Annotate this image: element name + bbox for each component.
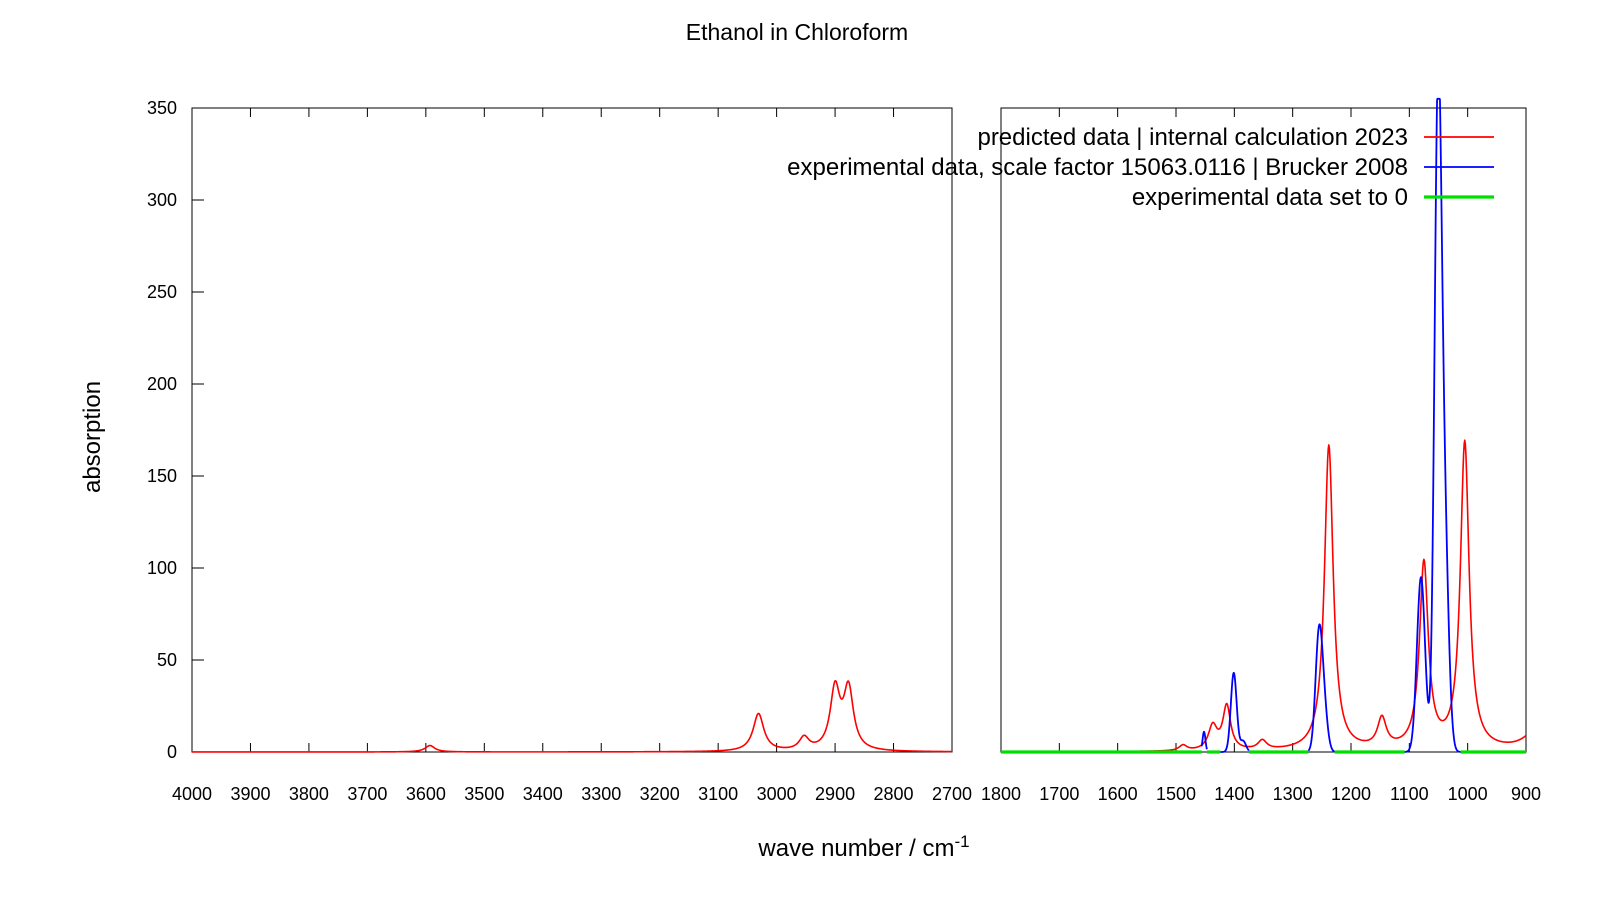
x-tick-label: 1400 [1214, 784, 1254, 804]
x-tick-label: 1600 [1098, 784, 1138, 804]
y-axis-label: absorption [79, 381, 106, 493]
x-tick-label: 900 [1511, 784, 1541, 804]
series-experimental-line [1307, 623, 1336, 753]
x-tick-label: 2700 [932, 784, 972, 804]
y-tick-label: 150 [147, 466, 177, 486]
x-tick-label: 1500 [1156, 784, 1196, 804]
legend-entry-label: experimental data set to 0 [1132, 184, 1408, 211]
x-tick-label: 1300 [1273, 784, 1313, 804]
x-tick-label: 2900 [815, 784, 855, 804]
x-tick-label: 3200 [640, 784, 680, 804]
x-tick-label: 2800 [874, 784, 914, 804]
x-tick-label: 1000 [1448, 784, 1488, 804]
legend: predicted data | internal calculation 20… [787, 124, 1494, 211]
x-tick-label: 3400 [523, 784, 563, 804]
x-tick-label: 3600 [406, 784, 446, 804]
y-tick-label: 50 [157, 650, 177, 670]
x-tick-label: 4000 [172, 784, 212, 804]
series-predicted-line [191, 679, 953, 753]
y-tick-label: 300 [147, 190, 177, 210]
y-tick-label: 250 [147, 282, 177, 302]
plot-frame-1 [191, 107, 953, 753]
x-tick-label: 3300 [581, 784, 621, 804]
x-tick-label: 3800 [289, 784, 329, 804]
series-experimental-line [1219, 671, 1250, 753]
series-experimental-line [1200, 730, 1208, 750]
x-tick-label: 3100 [698, 784, 738, 804]
x-axis-label-superscript: -1 [954, 832, 969, 851]
chart-title: Ethanol in Chloroform [686, 19, 908, 45]
y-tick-label: 350 [147, 98, 177, 118]
x-axis-label-text: wave number / cm [757, 835, 954, 862]
y-tick-label: 0 [167, 742, 177, 762]
legend-entry-label: predicted data | internal calculation 20… [977, 124, 1408, 151]
x-tick-label: 3900 [230, 784, 270, 804]
x-tick-label: 3700 [347, 784, 387, 804]
legend-entry-label: experimental data, scale factor 15063.01… [787, 154, 1408, 181]
plot-area: 4000 3900 3800 3700 3600 3500 3400 3300 3200 3100… [147, 97, 1541, 804]
y-tick-label: 200 [147, 374, 177, 394]
y-tick-label: 100 [147, 558, 177, 578]
x-tick-label: 1100 [1390, 784, 1429, 804]
x-tick-label: 3500 [464, 784, 504, 804]
x-axis-label: wave number / cm-1 [757, 832, 969, 862]
series-experimental-line [1404, 97, 1462, 753]
x-tick-label: 3000 [757, 784, 797, 804]
x-tick-label: 1800 [981, 784, 1021, 804]
x-tick-label: 1200 [1331, 784, 1371, 804]
x-tick-label: 1700 [1039, 784, 1079, 804]
